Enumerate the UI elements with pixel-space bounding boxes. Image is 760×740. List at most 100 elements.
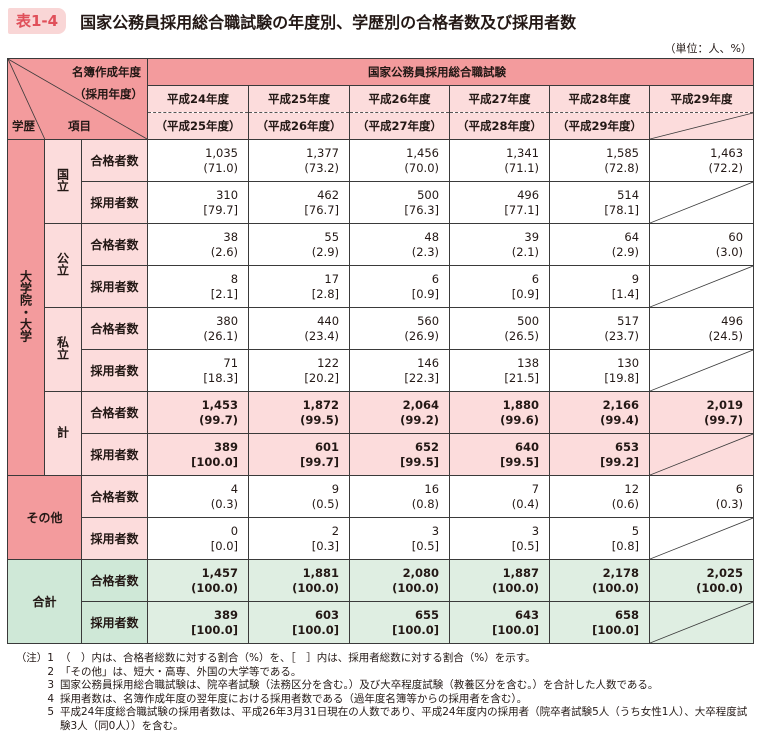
value-cell: 2,166 (99.4) (549, 391, 651, 434)
item-hire-count: 採用者数 (80, 349, 149, 392)
percent-value: [100.0] (292, 622, 340, 637)
percent-value: (0.6) (611, 496, 640, 511)
percent-value: [99.2] (600, 454, 640, 469)
value-cell: 1,377 (73.2) (248, 139, 351, 182)
value-cell: 39 (2.1) (449, 223, 551, 266)
count-value: 440 (317, 313, 340, 328)
value-cell: 138 [21.5] (449, 349, 551, 392)
percent-value: (100.0) (392, 580, 440, 595)
percent-value: (2.9) (311, 244, 340, 259)
value-cell: 2 [0.3] (248, 517, 351, 560)
count-value: 71 (223, 355, 239, 370)
count-value: 1,887 (502, 565, 540, 580)
hire-year-header: （平成27年度） (349, 112, 451, 140)
percent-value: (0.3) (715, 496, 744, 511)
empty-slash (650, 434, 754, 475)
count-value: 64 (624, 229, 640, 244)
count-value: 1,457 (201, 565, 239, 580)
value-cell (649, 265, 755, 308)
percent-value: (2.1) (511, 244, 540, 259)
count-value: 643 (515, 607, 540, 622)
count-value: 5 (631, 523, 640, 538)
table-row: 採用者数 0 [0.0] 2 [0.3] 3 [0.5] 3 [0.5] 5 [0.8] (8, 517, 755, 560)
item-label: 項目 (68, 119, 91, 133)
count-value: 6 (431, 271, 440, 286)
count-value: 16 (424, 481, 440, 496)
table-row: 公立 合格者数 38 (2.6) 55 (2.9) 48 (2.3) 39 (2.1) 64 (2.9… (8, 223, 755, 308)
count-value: 2 (331, 523, 340, 538)
group-total-label: 合計 (32, 595, 57, 609)
education-label: 学歴 (12, 119, 35, 133)
percent-value: [77.1] (504, 202, 540, 217)
subgroup-national-label: 国立 (55, 168, 70, 192)
count-value: 1,341 (506, 145, 540, 160)
hire-year-header: （平成26年度） (248, 112, 351, 140)
count-value: 0 (230, 523, 239, 538)
subgroup-private-label: 私立 (55, 336, 70, 360)
value-cell: 500 [76.3] (349, 181, 451, 224)
count-value: 1,880 (502, 397, 540, 412)
value-cell: 2,080 (100.0) (349, 559, 451, 602)
subgroup-private: 私立 (44, 307, 82, 392)
count-value: 4 (230, 481, 239, 496)
percent-value: [2.8] (311, 286, 340, 301)
count-value: 653 (615, 439, 640, 454)
count-value: 1,881 (302, 565, 340, 580)
value-cell: 389 [100.0] (147, 601, 250, 644)
percent-value: [18.3] (203, 370, 239, 385)
count-value: 9 (631, 271, 640, 286)
percent-value: [0.9] (511, 286, 540, 301)
subgroup-public-label: 公立 (55, 252, 70, 276)
value-cell: 71 [18.3] (147, 349, 250, 392)
percent-value: (100.0) (191, 580, 239, 595)
percent-value: (0.5) (311, 496, 340, 511)
percent-value: [0.9] (411, 286, 440, 301)
value-cell: 2,064 (99.2) (349, 391, 451, 434)
count-value: 6 (531, 271, 540, 286)
value-cell (649, 433, 755, 476)
list-year-header: 平成25年度 (248, 85, 351, 113)
table-row: 採用者数 310 [79.7] 462 [76.7] 500 [76.3] 496 [77.1]… (8, 181, 755, 224)
value-cell: 658 [100.0] (549, 601, 651, 644)
count-value: 1,463 (710, 145, 744, 160)
percent-value: [76.3] (404, 202, 440, 217)
note-text: 「その他」は、短大・高専、外国の大学等である。 (60, 665, 302, 678)
count-value: 1,585 (606, 145, 640, 160)
group-other: その他 (7, 475, 82, 560)
value-cell: 1,881 (100.0) (248, 559, 351, 602)
value-cell: 9 [1.4] (549, 265, 651, 308)
percent-value: (2.3) (411, 244, 440, 259)
percent-value: [1.4] (611, 286, 640, 301)
percent-value: [100.0] (492, 622, 540, 637)
table-row: その他 合格者数 4 (0.3) 9 (0.5) 16 (0.8) 7 (0.4) 12 (0.6) 6… (7, 475, 755, 560)
percent-value: (2.9) (611, 244, 640, 259)
notes: （注）1 （ ）内は、合格者総数に対する割合（%）を、［ ］内は、採用者総数に対す… (8, 652, 750, 733)
value-cell: 640 [99.5] (449, 433, 551, 476)
count-value: 462 (317, 187, 340, 202)
hire-year-header: （平成25年度） (147, 112, 250, 140)
percent-value: [99.7] (300, 454, 340, 469)
percent-value: [22.3] (404, 370, 440, 385)
count-value: 500 (517, 313, 540, 328)
value-cell: 643 [100.0] (449, 601, 551, 644)
group-other-label: その他 (26, 511, 63, 525)
note-item: 5 平成24年度総合職試験の採用者数は、平成26年3月31日現在の人数であり、平成… (8, 706, 750, 733)
subgroup-subtotal-label: 計 (55, 426, 70, 438)
table-row: 採用者数 389 [100.0] 601 [99.7] 652 [99.5] 640 [99.5… (8, 433, 755, 476)
percent-value: (71.0) (203, 160, 239, 175)
count-value: 601 (315, 439, 340, 454)
value-cell: 1,463 (72.2) (649, 139, 755, 182)
unit-label: （単位：人、%） (664, 42, 752, 55)
note-number: 2 (47, 665, 54, 678)
list-year-header: 平成29年度 (649, 85, 755, 113)
exam-name-header: 国家公務員採用総合職試験 (147, 58, 755, 86)
subgroup-national: 国立 (44, 139, 82, 224)
count-value: 6 (735, 481, 744, 496)
value-cell: 560 (26.9) (349, 307, 451, 350)
percent-value: (99.2) (400, 412, 440, 427)
percent-value: (100.0) (292, 580, 340, 595)
percent-value: (72.8) (604, 160, 640, 175)
count-value: 1,456 (406, 145, 440, 160)
count-value: 560 (417, 313, 440, 328)
value-cell: 496 [77.1] (449, 181, 551, 224)
